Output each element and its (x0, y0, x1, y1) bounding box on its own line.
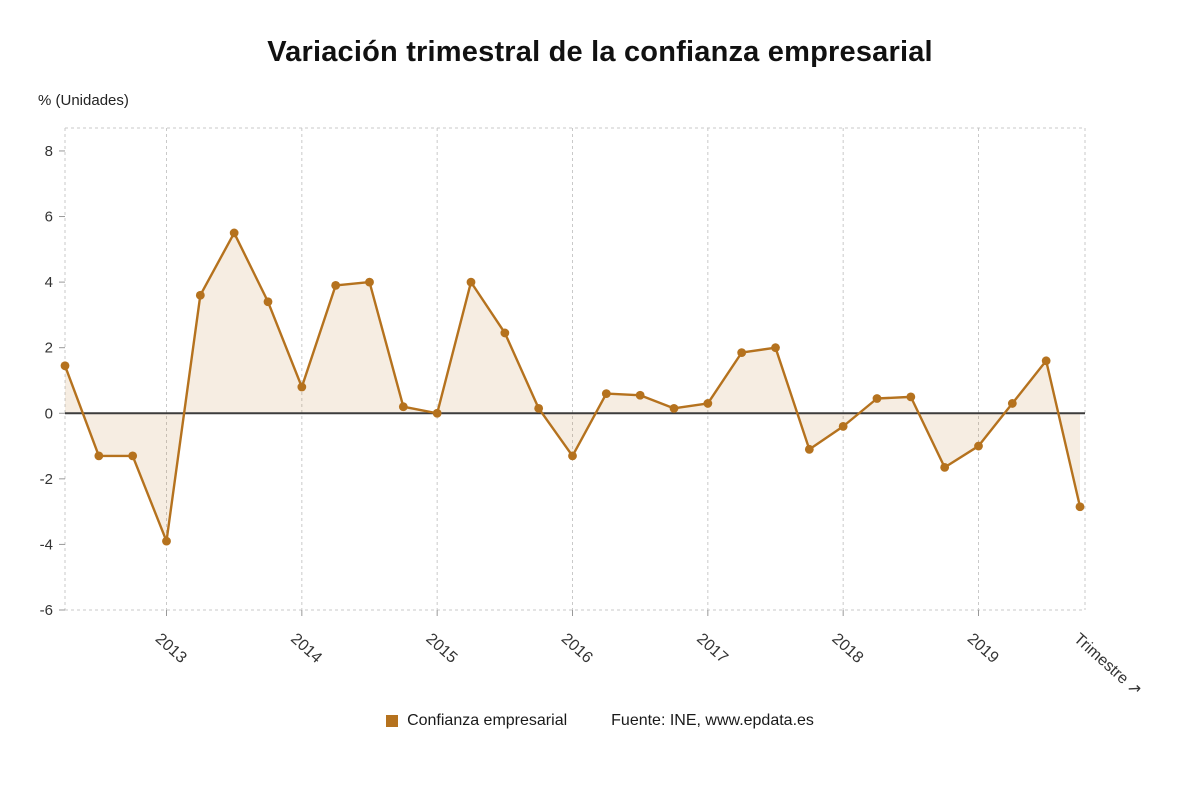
x-axis-title-trimestre: Trimestre ↗ (1070, 630, 1144, 699)
y-tick-label--4: -4 (40, 536, 53, 553)
data-point-6 (263, 297, 273, 307)
data-point-12 (466, 277, 476, 287)
y-tick-label-4: 4 (45, 274, 53, 291)
series-area (65, 232, 1080, 542)
y-tick-label-6: 6 (45, 209, 53, 226)
data-point-15 (568, 451, 577, 461)
data-point-26 (940, 462, 950, 472)
data-point-3 (162, 536, 171, 546)
data-point-28 (1007, 399, 1017, 408)
y-tick-label--6: -6 (40, 602, 53, 619)
data-point-25 (906, 392, 916, 402)
x-tick-label-2015: 2015 (422, 630, 460, 667)
source-text: Fuente: INE, www.epdata.es (611, 712, 814, 729)
data-point-5 (229, 228, 239, 238)
data-point-22 (804, 444, 814, 454)
data-point-20 (737, 348, 747, 358)
x-tick-label-2019: 2019 (964, 630, 1002, 667)
x-tick-label-2018: 2018 (828, 630, 866, 667)
y-tick-label-2: 2 (45, 340, 53, 357)
data-point-11 (432, 408, 442, 418)
x-tick-label-2016: 2016 (558, 630, 596, 667)
y-tick-label-8: 8 (45, 143, 53, 160)
data-point-27 (974, 441, 983, 451)
data-point-10 (398, 402, 408, 412)
data-point-9 (365, 277, 374, 287)
legend-row: Confianza empresarial Fuente: INE, www.e… (0, 712, 1200, 730)
data-point-21 (771, 343, 780, 353)
legend-swatch-confianza (386, 715, 399, 727)
x-tick-label-2013: 2013 (152, 630, 190, 667)
x-tick-label-2017: 2017 (693, 630, 731, 667)
data-point-17 (635, 390, 645, 400)
y-axis-unit-label: % (Unidades) (38, 92, 129, 109)
data-point-23 (838, 421, 848, 431)
data-point-29 (1041, 356, 1051, 366)
legend-label: Confianza empresarial (407, 712, 568, 729)
data-point-4 (195, 290, 205, 300)
data-point-19 (703, 399, 713, 408)
data-point-30 (1075, 502, 1085, 512)
chart-title: Variación trimestral de la confianza emp… (267, 36, 933, 68)
x-tick-label-2014: 2014 (287, 630, 325, 667)
data-point-2 (128, 451, 138, 461)
data-point-7 (297, 382, 307, 392)
data-point-14 (534, 403, 544, 413)
data-point-13 (500, 328, 510, 338)
data-point-8 (331, 280, 341, 290)
data-point-0 (60, 361, 70, 371)
data-point-24 (872, 394, 882, 403)
y-tick-label-0: 0 (45, 405, 53, 422)
data-point-18 (669, 403, 679, 413)
data-point-1 (94, 451, 104, 461)
data-point-16 (601, 389, 611, 398)
y-tick-label--2: -2 (40, 471, 53, 488)
